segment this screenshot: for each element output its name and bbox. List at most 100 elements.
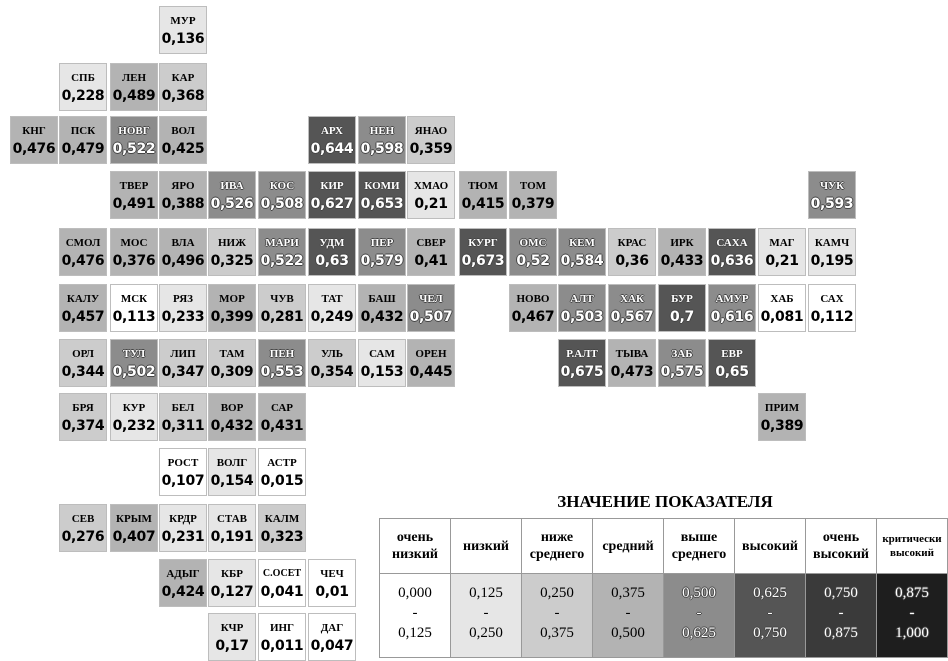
region-value: 0,325 <box>210 253 254 269</box>
region-abbr: КАЛУ <box>66 293 100 305</box>
region-tile: МАГ 0,21 <box>758 228 806 276</box>
legend-class-label: высокий <box>735 519 805 573</box>
region-abbr: МУР <box>170 15 196 27</box>
region-tile: АРХ 0,644 <box>308 116 356 164</box>
region-value: 0,476 <box>61 253 105 269</box>
legend-class: низкий 0,125 - 0,250 <box>450 518 522 658</box>
legend-class: очень низкий 0,000 - 0,125 <box>379 518 451 658</box>
region-value: 0,63 <box>315 253 349 269</box>
region-abbr: ВОР <box>220 402 244 414</box>
region-tile: РЯЗ 0,233 <box>159 284 207 332</box>
region-value: 0,233 <box>161 309 205 325</box>
region-tile: ХМАО 0,21 <box>407 171 455 219</box>
region-tile: ЧЕЛ 0,507 <box>407 284 455 332</box>
region-value: 0,228 <box>61 88 105 104</box>
region-abbr: ОРЕН <box>415 348 447 360</box>
region-abbr: ТЮМ <box>467 180 499 192</box>
region-value: 0,7 <box>670 309 694 325</box>
region-abbr: ЯНАО <box>414 125 448 137</box>
region-tile: КРАС 0,36 <box>608 228 656 276</box>
legend-class-label: низкий <box>451 519 521 573</box>
region-tile: РОСТ 0,107 <box>159 448 207 496</box>
legend-range-from: 0,750 <box>824 585 858 601</box>
region-tile: СВЕР 0,41 <box>407 228 455 276</box>
region-tile: АМУР 0,616 <box>708 284 756 332</box>
region-tile: БУР 0,7 <box>658 284 706 332</box>
region-abbr: ЯРО <box>171 180 195 192</box>
region-value: 0,127 <box>210 584 254 600</box>
region-tile: КАЛМ 0,323 <box>258 504 306 552</box>
legend-range-to: 0,500 <box>611 625 645 641</box>
region-value: 0,432 <box>360 309 404 325</box>
region-value: 0,526 <box>210 196 254 212</box>
region-value: 0,107 <box>161 473 205 489</box>
region-tile: ИНГ 0,011 <box>258 613 306 661</box>
region-abbr: ИРК <box>670 237 694 249</box>
region-value: 0,359 <box>409 141 453 157</box>
region-value: 0,041 <box>260 584 304 600</box>
region-value: 0,399 <box>210 309 254 325</box>
legend-range-from: 0,625 <box>753 585 787 601</box>
region-abbr: ЛИП <box>170 348 196 360</box>
region-tile: КЧР 0,17 <box>208 613 256 661</box>
region-value: 0,407 <box>112 529 156 545</box>
region-abbr: КИР <box>320 180 344 192</box>
legend-class: выше среднего 0,500 - 0,625 <box>663 518 735 658</box>
region-abbr: МАРИ <box>265 237 299 249</box>
region-tile: БЕЛ 0,311 <box>159 393 207 441</box>
region-abbr: СЕВ <box>71 513 95 525</box>
region-abbr: КАМЧ <box>814 237 850 249</box>
region-abbr: УДМ <box>319 237 345 249</box>
region-value: 0,344 <box>61 364 105 380</box>
region-value: 0,479 <box>61 141 105 157</box>
region-abbr: КЧР <box>220 622 244 634</box>
region-abbr: БАШ <box>368 293 396 305</box>
region-abbr: ЧУК <box>819 180 845 192</box>
region-tile: ИРК 0,433 <box>658 228 706 276</box>
region-tile: ТЮМ 0,415 <box>459 171 507 219</box>
region-tile: БАШ 0,432 <box>358 284 406 332</box>
region-tile: САМ 0,153 <box>358 339 406 387</box>
region-value: 0,431 <box>260 418 304 434</box>
region-value: 0,636 <box>710 253 754 269</box>
region-value: 0,249 <box>310 309 354 325</box>
region-abbr: ТЫВА <box>615 348 649 360</box>
legend-class-label: средний <box>593 519 663 573</box>
region-abbr: ВОЛГ <box>216 457 248 469</box>
region-abbr: САМ <box>369 348 395 360</box>
region-tile: ВОР 0,432 <box>208 393 256 441</box>
region-abbr: АЛТ <box>570 293 594 305</box>
region-abbr: КЕМ <box>569 237 595 249</box>
region-value: 0,276 <box>61 529 105 545</box>
region-value: 0,627 <box>310 196 354 212</box>
region-tile: ВЛА 0,496 <box>159 228 207 276</box>
region-abbr: САХА <box>716 237 748 249</box>
region-abbr: ТАТ <box>321 293 343 305</box>
region-abbr: ЕВР <box>721 348 743 360</box>
legend-range-dash: - <box>767 605 773 621</box>
region-tile: ЛИП 0,347 <box>159 339 207 387</box>
region-tile: ХАБ 0,081 <box>758 284 806 332</box>
region-abbr: ПЕР <box>370 237 394 249</box>
legend-range-dash: - <box>838 605 844 621</box>
region-value: 0,01 <box>315 584 349 600</box>
region-value: 0,081 <box>760 309 804 325</box>
region-abbr: ПСК <box>70 125 96 137</box>
region-value: 0,368 <box>161 88 205 104</box>
legend-range-to: 0,375 <box>540 625 574 641</box>
region-abbr: ПРИМ <box>764 402 800 414</box>
region-abbr: Р.АЛТ <box>566 348 598 360</box>
legend-range-to: 0,875 <box>824 625 858 641</box>
region-tile: ТЫВА 0,473 <box>608 339 656 387</box>
region-abbr: ТВЕР <box>119 180 149 192</box>
region-abbr: АДЫГ <box>166 568 200 580</box>
region-abbr: ТАМ <box>219 348 245 360</box>
region-abbr: МОР <box>219 293 245 305</box>
region-value: 0,522 <box>260 253 304 269</box>
legend-range-dash: - <box>625 605 631 621</box>
region-value: 0,17 <box>215 638 249 654</box>
region-abbr: РЯЗ <box>173 293 193 305</box>
legend-table: очень низкий 0,000-0,125 низкий 0,125-0,250… <box>379 518 948 658</box>
region-tile: НОВГ 0,522 <box>110 116 158 164</box>
legend-range-to: 0,625 <box>682 625 716 641</box>
